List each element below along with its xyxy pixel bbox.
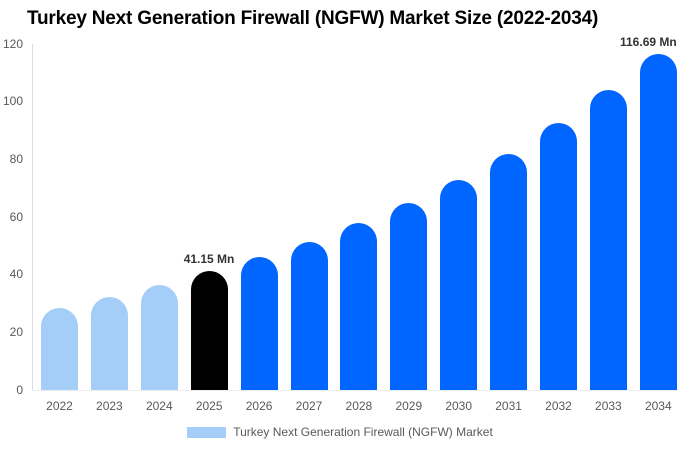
x-tick-2028: 2028	[345, 399, 373, 413]
x-tick-2026: 2026	[245, 399, 273, 413]
bar-2027	[290, 241, 328, 390]
x-tick-2030: 2030	[445, 399, 473, 413]
y-tick-40: 40	[9, 267, 23, 282]
bar-2024	[140, 285, 178, 390]
x-tick-2025: 2025	[195, 399, 223, 413]
bar-2029	[390, 202, 428, 390]
bar-2030	[440, 179, 478, 390]
x-tick-2027: 2027	[295, 399, 323, 413]
x-tick-2022: 2022	[46, 399, 73, 413]
y-tick-100: 100	[2, 94, 23, 109]
y-tick-80: 80	[9, 151, 23, 166]
y-tick-120: 120	[2, 36, 23, 51]
bar-2033	[589, 90, 627, 390]
legend-label: Turkey Next Generation Firewall (NGFW) M…	[233, 425, 493, 439]
bar-2034	[639, 53, 677, 390]
x-tick-2031: 2031	[495, 399, 522, 413]
chart-title: Turkey Next Generation Firewall (NGFW) M…	[27, 8, 599, 29]
x-tick-2034: 2034	[644, 399, 672, 413]
y-tick-60: 60	[9, 209, 23, 224]
chart-legend: Turkey Next Generation Firewall (NGFW) M…	[0, 424, 680, 440]
x-tick-2024: 2024	[145, 399, 173, 413]
legend-swatch	[187, 426, 227, 438]
x-tick-2033: 2033	[595, 399, 622, 413]
bar-2022	[41, 307, 78, 390]
bar-2031	[490, 153, 528, 390]
bar-2028	[340, 222, 378, 390]
bar-2032	[540, 123, 577, 390]
x-tick-2023: 2023	[96, 399, 123, 413]
annotation-2034: 116.69 Mn	[620, 34, 677, 49]
x-axis-line	[32, 390, 678, 391]
y-tick-0: 0	[16, 382, 23, 397]
x-tick-2032: 2032	[545, 399, 572, 413]
y-tick-20: 20	[9, 324, 23, 339]
bar-2026	[240, 257, 278, 390]
bar-2023	[90, 296, 128, 390]
y-axis-line	[32, 44, 33, 390]
bar-2025	[190, 271, 228, 390]
x-tick-2029: 2029	[395, 399, 423, 413]
annotation-2025: 41.15 Mn	[183, 252, 235, 267]
